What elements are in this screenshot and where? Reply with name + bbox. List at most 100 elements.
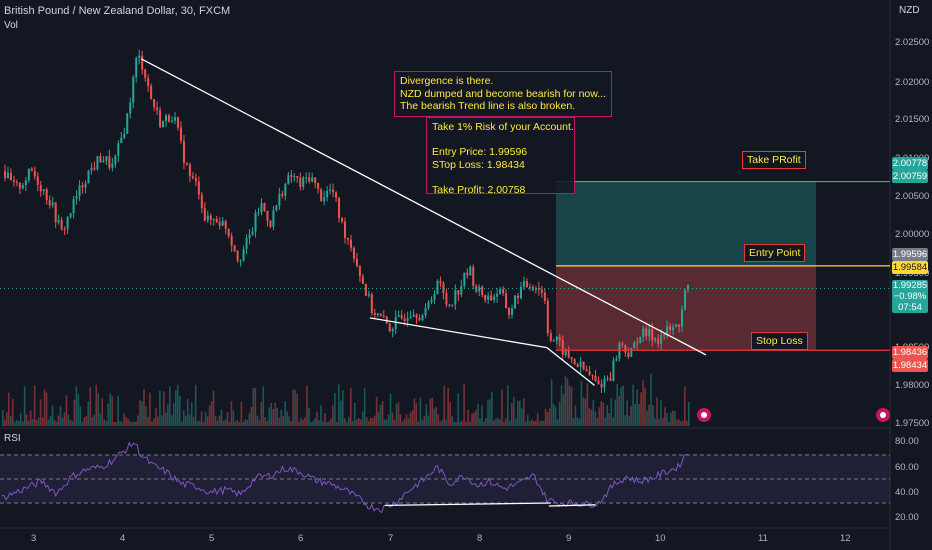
volume-bar: [640, 392, 642, 426]
candle-body: [311, 177, 314, 182]
volume-bar: [167, 404, 169, 426]
volume-bar: [59, 406, 62, 426]
volume-bar: [507, 385, 509, 426]
volume-bar: [353, 402, 356, 426]
candle-body: [567, 350, 570, 358]
volume-bar: [254, 387, 257, 426]
candle-body: [341, 217, 344, 222]
volume-bar: [520, 408, 523, 426]
volume-bar: [423, 416, 426, 426]
volume-bar: [278, 417, 280, 426]
volume-bar: [658, 418, 660, 426]
volume-bar: [680, 421, 682, 426]
candle-body: [466, 272, 469, 276]
candle-body: [552, 340, 555, 342]
candle-body: [591, 375, 594, 377]
candle-body: [156, 107, 159, 110]
volume-bar: [676, 419, 678, 426]
volume-bar: [274, 402, 277, 426]
volume-bar: [540, 420, 543, 426]
candle-body: [397, 315, 400, 317]
volume-bar: [538, 421, 541, 426]
candle-body: [197, 181, 200, 195]
candle-body: [132, 77, 135, 103]
candle-body: [609, 378, 612, 381]
candle-body: [352, 247, 355, 259]
candle-body: [528, 286, 531, 288]
rsi-tick-label: 20.00: [895, 512, 919, 523]
volume-bar: [133, 421, 135, 426]
candle-body: [317, 182, 320, 190]
volume-bar: [73, 399, 76, 426]
volume-bar: [55, 421, 58, 426]
volume-bar: [340, 400, 342, 426]
volume-bar: [417, 421, 420, 426]
volume-bar: [11, 398, 14, 426]
candle-body: [326, 190, 329, 198]
candle-body: [278, 193, 281, 206]
symbol-title: British Pound / New Zealand Dollar, 30, …: [4, 5, 231, 17]
volume-bar: [618, 396, 621, 426]
candle-body: [537, 288, 540, 290]
candle-body: [558, 336, 561, 341]
candle-body: [370, 294, 373, 313]
candle-body: [472, 266, 475, 286]
volume-bar: [455, 421, 457, 426]
candle-body: [239, 260, 242, 262]
candle-body: [12, 180, 15, 182]
volume-bar: [37, 417, 40, 426]
y-tick-label: 2.00500: [895, 191, 930, 202]
candle-body: [358, 266, 361, 277]
candle-body: [594, 375, 597, 381]
volume-bar: [228, 421, 231, 426]
volume-bar: [550, 379, 553, 426]
candle-body: [445, 293, 448, 305]
candle-body: [200, 194, 203, 209]
volume-bar: [216, 420, 219, 426]
event-icon[interactable]: [876, 408, 890, 422]
candle-body: [218, 222, 221, 226]
volume-bar: [119, 421, 121, 426]
candle-body: [93, 167, 96, 170]
volume-bar: [292, 389, 294, 426]
candle-body: [582, 361, 585, 370]
volume-bar: [75, 386, 78, 426]
volume-bar: [137, 415, 139, 426]
volume-bar: [67, 414, 70, 426]
candle-body: [81, 185, 84, 188]
candle-body: [179, 127, 182, 141]
volume-bar: [25, 414, 28, 426]
candle-body: [403, 318, 406, 322]
rsi-label: RSI: [4, 433, 21, 444]
candle-body: [633, 342, 636, 349]
volume-bar: [39, 399, 42, 426]
volume-bar: [250, 407, 253, 426]
volume-bar: [338, 384, 340, 426]
volume-bar: [427, 415, 430, 426]
volume-bar: [471, 413, 473, 426]
volume-bar: [151, 421, 153, 426]
candle-body: [382, 316, 385, 318]
volume-bar: [672, 410, 674, 426]
candle-body: [18, 182, 21, 189]
volume-bar: [212, 390, 215, 426]
price-tag-take-profit-2: 2.00759: [892, 170, 928, 183]
x-tick-label: 11: [758, 533, 768, 544]
volume-bar: [174, 390, 177, 426]
candle-body: [236, 251, 239, 261]
volume-bar: [113, 421, 115, 426]
candle-body: [421, 315, 424, 321]
volume-bar: [469, 421, 471, 426]
volume-bar: [493, 420, 495, 426]
volume-bar: [288, 416, 290, 426]
volume-bar: [57, 415, 60, 426]
candle-body: [99, 156, 102, 163]
event-icon[interactable]: [697, 408, 711, 422]
volume-bar: [666, 412, 668, 426]
candle-body: [147, 77, 150, 86]
candle-body: [123, 133, 126, 138]
volume-bar: [105, 421, 107, 426]
volume-bar: [256, 415, 259, 426]
candle-body: [597, 380, 600, 384]
